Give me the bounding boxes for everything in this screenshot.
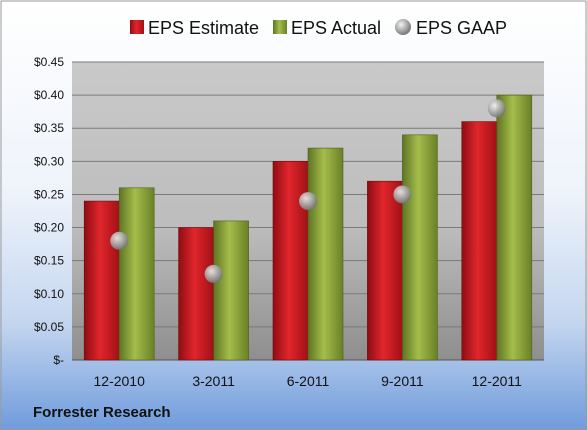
x-tick-label: 6-2011 — [287, 373, 330, 389]
bar-eps-actual — [213, 220, 249, 361]
bar-eps-actual — [118, 187, 155, 361]
y-tick-label: $0.35 — [34, 121, 64, 135]
y-tick-label: $0.15 — [34, 254, 64, 268]
bar-eps-estimate — [83, 200, 120, 361]
bar-eps-actual — [496, 94, 533, 361]
legend-label-gaap: EPS GAAP — [416, 18, 507, 38]
x-tick-label: 12-2010 — [94, 373, 146, 389]
bar-eps-estimate — [178, 227, 214, 361]
legend-swatch-gaap — [395, 19, 411, 35]
y-tick-label: $0.10 — [34, 287, 64, 301]
marker-eps-gaap — [204, 264, 223, 283]
marker-eps-gaap — [110, 231, 129, 250]
marker-eps-gaap — [487, 99, 506, 118]
legend-label-estimate: EPS Estimate — [148, 18, 259, 38]
gaap-markers — [110, 99, 506, 283]
bar-eps-estimate — [367, 180, 403, 361]
legend-label-actual: EPS Actual — [291, 18, 381, 38]
y-tick-label: $0.25 — [34, 187, 64, 201]
y-tick-label: $0.45 — [34, 55, 64, 69]
legend: EPS Estimate EPS Actual EPS GAAP — [130, 18, 507, 38]
bar-eps-actual — [402, 134, 438, 361]
bar-eps-estimate — [272, 161, 309, 361]
bar-eps-actual — [307, 147, 344, 361]
y-tick-label: $0.40 — [34, 88, 64, 102]
x-tick-label: 3-2011 — [192, 373, 235, 389]
x-tick-label: 9-2011 — [381, 373, 424, 389]
legend-swatch-actual — [273, 20, 287, 34]
company-name: Forrester Research — [33, 404, 171, 421]
x-tick-label: 12-2011 — [472, 373, 523, 389]
x-axis-labels: 12-2010 3-2011 6-2011 9-2011 12-2011 — [94, 373, 523, 389]
marker-eps-gaap — [393, 185, 412, 204]
legend-swatch-estimate — [130, 20, 144, 34]
y-tick-label: $0.20 — [34, 221, 64, 235]
y-axis-labels: $- $0.05 $0.10 $0.15 $0.20 $0.25 $0.30 $0.35 $0.… — [34, 55, 64, 367]
y-tick-label: $- — [53, 353, 64, 367]
marker-eps-gaap — [299, 192, 317, 211]
bar-eps-estimate — [461, 121, 498, 361]
y-tick-label: $0.30 — [34, 154, 64, 168]
bars — [83, 94, 533, 361]
y-tick-label: $0.05 — [34, 320, 64, 334]
